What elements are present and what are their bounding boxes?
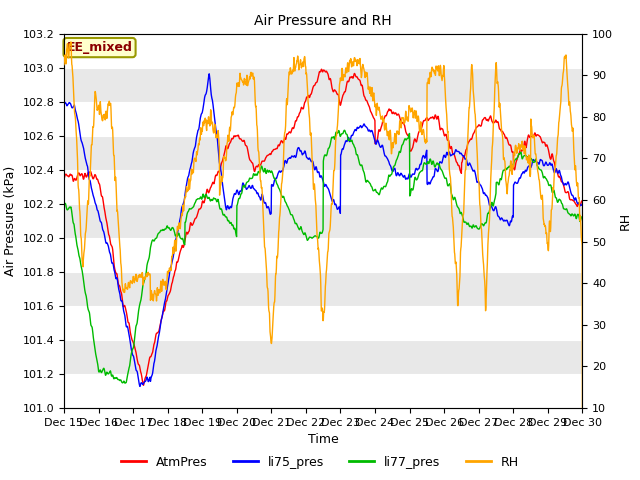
Text: EE_mixed: EE_mixed: [67, 41, 132, 54]
Bar: [64, 374, 582, 408]
Legend: AtmPres, li75_pres, li77_pres, RH: AtmPres, li75_pres, li77_pres, RH: [116, 451, 524, 474]
X-axis label: Time: Time: [308, 433, 339, 446]
Bar: [64, 136, 582, 170]
Bar: [64, 272, 582, 306]
Bar: [64, 238, 582, 272]
Bar: [64, 170, 582, 204]
Y-axis label: Air Pressure (kPa): Air Pressure (kPa): [4, 166, 17, 276]
Bar: [64, 204, 582, 238]
Bar: [64, 340, 582, 374]
Y-axis label: RH: RH: [619, 212, 632, 230]
Bar: [64, 34, 582, 68]
Bar: [64, 102, 582, 136]
Bar: [64, 68, 582, 102]
Bar: [64, 306, 582, 340]
Title: Air Pressure and RH: Air Pressure and RH: [254, 14, 392, 28]
